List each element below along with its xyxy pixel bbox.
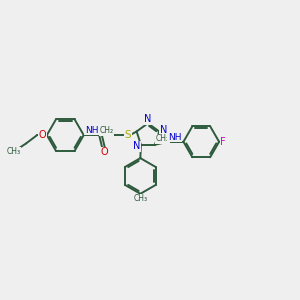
Text: N: N (144, 114, 151, 124)
Text: CH₃: CH₃ (133, 194, 147, 203)
Text: N: N (133, 141, 140, 151)
Text: NH: NH (168, 133, 181, 142)
Text: NH: NH (85, 126, 98, 135)
Text: F: F (220, 137, 226, 147)
Text: N: N (160, 125, 167, 135)
Text: O: O (39, 130, 46, 140)
Text: CH₂: CH₂ (100, 126, 114, 135)
Text: CH₂: CH₂ (156, 134, 170, 143)
Text: S: S (124, 130, 131, 140)
Text: O: O (101, 147, 108, 157)
Text: CH₃: CH₃ (7, 147, 21, 156)
